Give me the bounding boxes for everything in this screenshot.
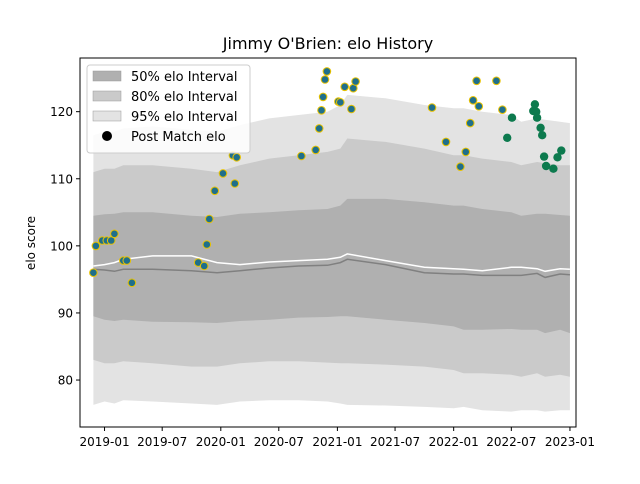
x-tick-label: 2022-01 [429, 435, 479, 449]
elo-point [461, 147, 471, 157]
elo-point [232, 153, 241, 162]
axes: 2019-01 2019-07 2020-01 2020-07 2021-01 2021-… [50, 57, 595, 449]
elo-point [199, 261, 209, 271]
elo-point [456, 162, 465, 171]
x-tick-label: 2019-07 [137, 435, 187, 449]
elo-point [532, 113, 542, 122]
elo-point [553, 153, 562, 162]
band-50-interval [93, 198, 570, 334]
elo-point [89, 268, 98, 278]
elo-point [127, 278, 137, 288]
elo-point [538, 131, 547, 140]
elo-point [218, 169, 228, 178]
elo-point [122, 256, 132, 265]
elo-point [557, 146, 566, 155]
elo-point [507, 113, 517, 122]
elo-point [314, 124, 324, 133]
elo-point [210, 186, 220, 196]
elo-point [465, 118, 475, 128]
elo-point [91, 241, 101, 251]
elo-point [317, 106, 326, 115]
legend-label-band80: 80% elo Interval [131, 90, 238, 105]
x-tick-label: 2020-01 [196, 435, 246, 449]
elo-point [230, 179, 240, 188]
legend: 50% elo Interval 80% elo Interval 95% elo … [86, 64, 251, 154]
elo-point [347, 104, 356, 114]
elo-point [110, 229, 119, 239]
plot-area [89, 67, 570, 412]
elo-point [320, 75, 330, 84]
elo-point [536, 123, 545, 132]
elo-point [427, 103, 437, 112]
y-tick-label: 120 [50, 105, 73, 119]
median-elo-line [93, 258, 570, 279]
elo-point [297, 151, 306, 161]
elo-point [530, 100, 540, 109]
elo-point [106, 236, 116, 245]
elo-point [492, 76, 501, 86]
legend-label-band95: 95% elo Interval [131, 110, 238, 125]
elo-point [498, 105, 507, 114]
legend-label-points: Post Match elo [131, 130, 226, 145]
elo-point [503, 133, 512, 142]
x-tick-label: 2023-01 [545, 435, 595, 449]
y-axis-label: elo score [24, 216, 38, 270]
legend-swatch-band80 [92, 90, 122, 102]
y-tick-label: 110 [50, 172, 73, 186]
x-tick-label: 2021-01 [312, 435, 362, 449]
x-tick-label: 2021-07 [370, 435, 420, 449]
y-tick-label: 90 [58, 306, 73, 320]
elo-point [541, 161, 551, 171]
legend-swatch-band50 [92, 70, 122, 82]
mean-elo-line [93, 253, 570, 273]
elo-point [474, 102, 484, 111]
elo-point [336, 98, 345, 107]
y-tick-label: 80 [58, 374, 73, 388]
x-tick-label: 2020-07 [254, 435, 304, 449]
elo-point [351, 77, 360, 86]
plot-frame [79, 57, 577, 428]
legend-marker-points [102, 131, 112, 141]
elo-point [549, 164, 558, 173]
legend-box [86, 64, 251, 154]
elo-point [311, 145, 321, 155]
legend-label-band50: 50% elo Interval [131, 70, 238, 85]
elo-point [202, 240, 212, 249]
elo-point [205, 214, 214, 224]
elo-point [340, 82, 350, 92]
x-tick-label: 2019-01 [79, 435, 129, 449]
elo-point [539, 152, 549, 161]
elo-point [468, 96, 478, 105]
x-tick-label: 2022-07 [486, 435, 536, 449]
y-tick-label: 100 [50, 239, 73, 253]
legend-swatch-band95 [92, 110, 122, 122]
elo-point [318, 92, 328, 102]
elo-point [472, 76, 481, 86]
elo-point [441, 137, 451, 147]
elo-point [322, 67, 332, 76]
chart-title: Jimmy O'Brien: elo History [222, 34, 433, 53]
